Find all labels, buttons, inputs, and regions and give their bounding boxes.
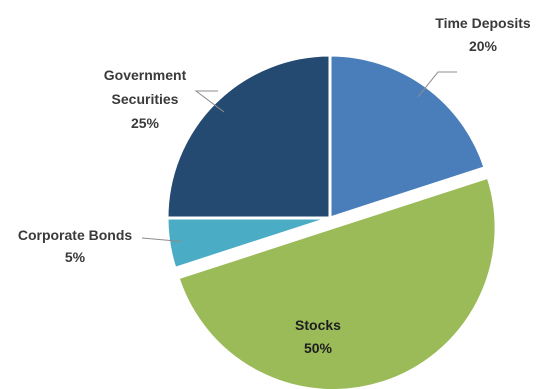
slice-value-stocks: 50% [304,340,333,356]
pie-slice-stocks [176,175,498,389]
leader-lines [141,71,457,242]
leader-line-government [194,90,225,113]
slice-label-stocks: Stocks [295,317,341,333]
pie-slice-government [165,53,332,220]
leader-line-time-deposits [417,71,457,97]
leader-line-corporate-bonds [141,237,182,242]
slice-value-corporate-bonds: 5% [65,249,86,265]
pie-slices [165,53,498,389]
slice-value-government-securities: 25% [131,115,160,131]
slice-value-time-deposits: 20% [469,38,498,54]
slice-label-time-deposits: Time Deposits [435,15,531,31]
slice-label-corporate-bonds: Corporate Bonds [18,227,133,243]
slice-label-government-securities-line2: Securities [112,91,179,107]
pie-slice-time-deposits [328,53,487,220]
slice-label-government-securities-line1: Government [104,67,187,83]
